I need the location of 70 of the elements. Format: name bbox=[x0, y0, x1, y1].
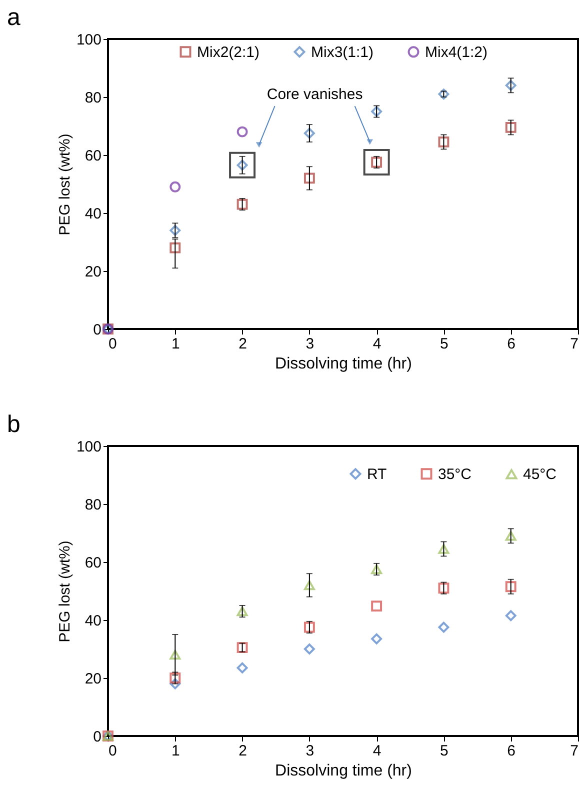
point bbox=[304, 644, 315, 654]
legend-label: 45°C bbox=[523, 466, 557, 484]
chart-title: b bbox=[6, 411, 20, 438]
x-tick-label: 6 bbox=[507, 336, 516, 352]
x-tick-label: 5 bbox=[440, 742, 448, 760]
legend-label: Mix3(1:1) bbox=[311, 44, 374, 61]
x-axis-title: Dissolving time (hr) bbox=[275, 356, 412, 372]
point bbox=[438, 622, 450, 633]
y-tick-label: 60 bbox=[84, 554, 102, 572]
x-tick-label: 7 bbox=[570, 336, 578, 352]
point bbox=[170, 242, 181, 254]
y-tick-label: 40 bbox=[84, 206, 102, 222]
point bbox=[236, 642, 248, 654]
y-tick-label: 100 bbox=[76, 32, 102, 48]
x-axis-title: Dissolving time (hr) bbox=[275, 762, 412, 780]
point bbox=[505, 80, 516, 91]
y-tick-label: 60 bbox=[84, 148, 102, 164]
point bbox=[505, 581, 516, 592]
legend-label: Mix4(1:2) bbox=[425, 44, 488, 61]
point bbox=[371, 633, 382, 644]
y-tick-label: 80 bbox=[84, 90, 102, 106]
point bbox=[438, 582, 450, 594]
x-tick-label: 4 bbox=[372, 336, 382, 352]
x-tick-label: 1 bbox=[171, 336, 180, 352]
x-tick-label: 5 bbox=[440, 336, 448, 352]
point bbox=[505, 531, 516, 541]
point bbox=[505, 610, 516, 622]
x-tick-label: 3 bbox=[306, 336, 314, 352]
y-axis-title: PEG lost (wt%) bbox=[56, 134, 74, 236]
point bbox=[236, 606, 248, 616]
x-tick-label: 6 bbox=[507, 742, 516, 760]
point bbox=[304, 172, 315, 184]
x-tick-label: 0 bbox=[108, 336, 117, 352]
y-tick-label: 0 bbox=[93, 322, 102, 338]
point bbox=[505, 122, 516, 133]
y-tick-label: 80 bbox=[84, 496, 102, 514]
point bbox=[304, 580, 315, 590]
point bbox=[236, 126, 248, 138]
legend-label: RT bbox=[367, 466, 387, 483]
y-axis-title: PEG lost (wt%) bbox=[56, 540, 74, 642]
y-tick-label: 20 bbox=[84, 670, 102, 688]
point bbox=[371, 106, 382, 117]
point bbox=[371, 564, 382, 574]
point bbox=[170, 650, 181, 660]
chart-title: a bbox=[6, 4, 21, 31]
legend-label: 35°C bbox=[438, 466, 472, 483]
x-tick-label: 2 bbox=[238, 336, 247, 352]
point bbox=[371, 600, 382, 612]
point bbox=[170, 224, 181, 236]
point bbox=[236, 198, 248, 210]
y-tick-label: 40 bbox=[84, 612, 102, 630]
y-tick-label: 100 bbox=[76, 438, 102, 456]
x-tick-label: 1 bbox=[171, 742, 180, 760]
point bbox=[438, 544, 450, 554]
y-tick-label: 0 bbox=[93, 728, 102, 746]
point bbox=[438, 88, 450, 100]
point bbox=[236, 662, 248, 674]
point bbox=[170, 678, 181, 690]
x-tick-label: 3 bbox=[306, 742, 314, 760]
point bbox=[170, 181, 181, 192]
y-tick-label: 20 bbox=[84, 264, 102, 280]
point bbox=[304, 128, 315, 139]
x-tick-label: 4 bbox=[372, 742, 382, 760]
point bbox=[438, 136, 450, 148]
annotation: Core vanishes bbox=[266, 86, 363, 104]
x-tick-label: 0 bbox=[108, 742, 117, 760]
x-tick-label: 7 bbox=[570, 742, 578, 760]
legend-label: Mix2(2:1) bbox=[197, 44, 260, 61]
x-tick-label: 2 bbox=[238, 742, 247, 760]
point bbox=[304, 622, 315, 633]
